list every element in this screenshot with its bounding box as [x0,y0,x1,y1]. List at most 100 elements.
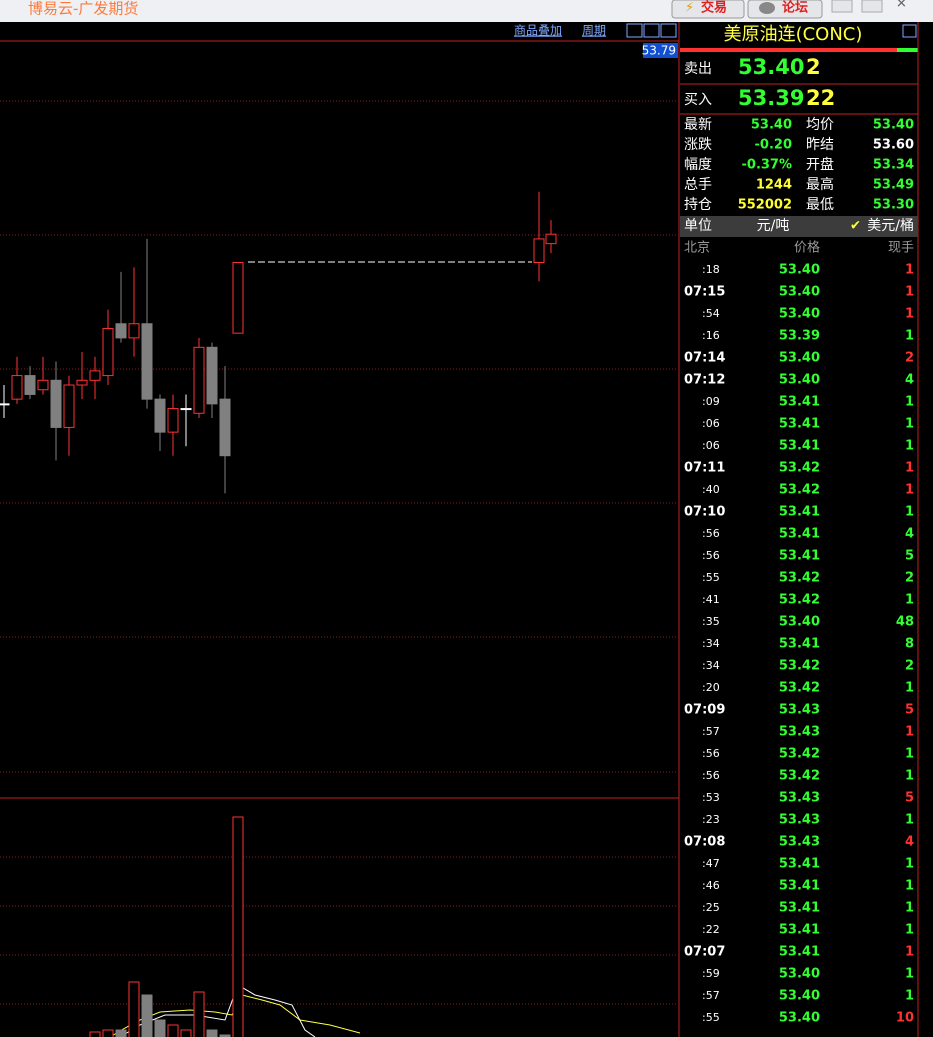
stat-value: -0.20 [755,138,792,153]
nav-left[interactable] [626,23,643,38]
stat-label: 均价 [806,117,834,133]
unit-row [680,216,918,237]
volume-bar [89,1031,101,1037]
tick-qty: 5 [905,549,914,564]
tick-time: :59 [702,967,720,980]
stat-value: 53.40 [751,118,792,133]
volume-bar [102,1029,114,1037]
tick-time: :40 [702,483,720,496]
stat-value: 53.60 [873,138,914,153]
volume-bar [154,1019,166,1037]
candle-body [11,375,23,400]
tick-qty: 4 [905,527,914,542]
tick-qty: 1 [905,681,914,696]
tick-time: 07:09 [684,703,725,718]
volume-bar [180,1029,192,1037]
candle-body [232,261,244,334]
stat-value: 53.34 [873,158,914,173]
tick-qty: 4 [905,835,914,850]
tick-time: :53 [702,791,720,804]
tick-time: 07:11 [684,461,725,476]
tick-qty: 5 [905,703,914,718]
ticks-header: 北京 [684,241,710,256]
tick-time: 07:14 [684,351,725,366]
minimize-button[interactable] [831,0,853,13]
tick-time: 07:10 [684,505,725,520]
nav-right[interactable] [643,23,660,38]
tick-time: :09 [702,395,720,408]
stat-label: 最新 [684,117,712,133]
tick-qty: 10 [896,1011,914,1026]
tick-time: 07:12 [684,373,725,388]
tick-qty: 1 [905,901,914,916]
stat-label: 幅度 [684,157,712,173]
tick-time: :34 [702,637,720,650]
tick-price: 53.42 [779,483,820,498]
tick-price: 53.40 [779,307,820,322]
tick-time: :47 [702,857,720,870]
tick-price: 53.41 [779,637,820,652]
candle-body [89,370,101,381]
candle-body [219,398,231,457]
tick-qty: 1 [905,725,914,740]
candle-body [545,233,557,245]
tick-qty: 48 [896,615,914,630]
tick-price: 53.39 [779,329,820,344]
tick-qty: 1 [905,461,914,476]
tick-price: 53.41 [779,901,820,916]
trade-label[interactable]: 交易 [701,0,727,16]
ask-price: 53.40 [738,55,804,79]
candle-body [180,408,192,411]
panel-toggle[interactable] [902,24,917,38]
candle-body [76,379,88,386]
tick-qty: 1 [905,967,914,982]
tick-qty: 1 [905,923,914,938]
candle-body [63,384,75,428]
tick-price: 53.42 [779,571,820,586]
tick-price: 53.40 [779,285,820,300]
tick-time: :18 [702,263,720,276]
period-link[interactable]: 周期 [582,24,606,38]
bolt-icon: ⚡ [685,1,694,16]
tick-qty: 1 [905,593,914,608]
tick-price: 53.41 [779,439,820,454]
unit-usd[interactable]: 美元/桶 [867,218,914,234]
unit-cny[interactable]: 元/吨 [757,218,790,234]
tick-time: :34 [702,659,720,672]
ask-label: 卖出 [684,61,712,77]
close-button[interactable]: ✕ [896,0,907,12]
tick-price: 53.41 [779,527,820,542]
candle-body [115,323,127,339]
stat-label: 昨结 [806,137,834,153]
grid [0,100,678,1005]
tick-qty: 1 [905,263,914,278]
tick-qty: 1 [905,285,914,300]
tick-price: 53.40 [779,1011,820,1026]
tick-qty: 1 [905,439,914,454]
tick-time: :56 [702,527,720,540]
candle-body [193,346,205,414]
forum-label[interactable]: 论坛 [782,0,808,16]
maximize-button[interactable] [861,0,883,13]
price-label-box [643,43,678,58]
trade-button[interactable] [671,0,745,19]
tick-price: 53.43 [779,835,820,850]
tick-price: 53.43 [779,791,820,806]
tick-time: :25 [702,901,720,914]
window-title: 博易云-广发期货 [28,0,138,18]
check-mark: ✔ [850,219,861,234]
nav-collapse[interactable] [660,23,677,38]
tick-qty: 2 [905,571,914,586]
strength-bar-green [897,48,918,52]
bid-label: 买入 [684,92,712,108]
overlay-link[interactable]: 商品叠加 [514,23,562,38]
volume-bar [219,1034,231,1037]
tick-price: 53.42 [779,681,820,696]
tick-time: :22 [702,923,720,936]
tick-qty: 1 [905,483,914,498]
tick-time: :55 [702,571,720,584]
tick-price: 53.42 [779,593,820,608]
volume-bar [115,1029,127,1037]
tick-price: 53.40 [779,373,820,388]
